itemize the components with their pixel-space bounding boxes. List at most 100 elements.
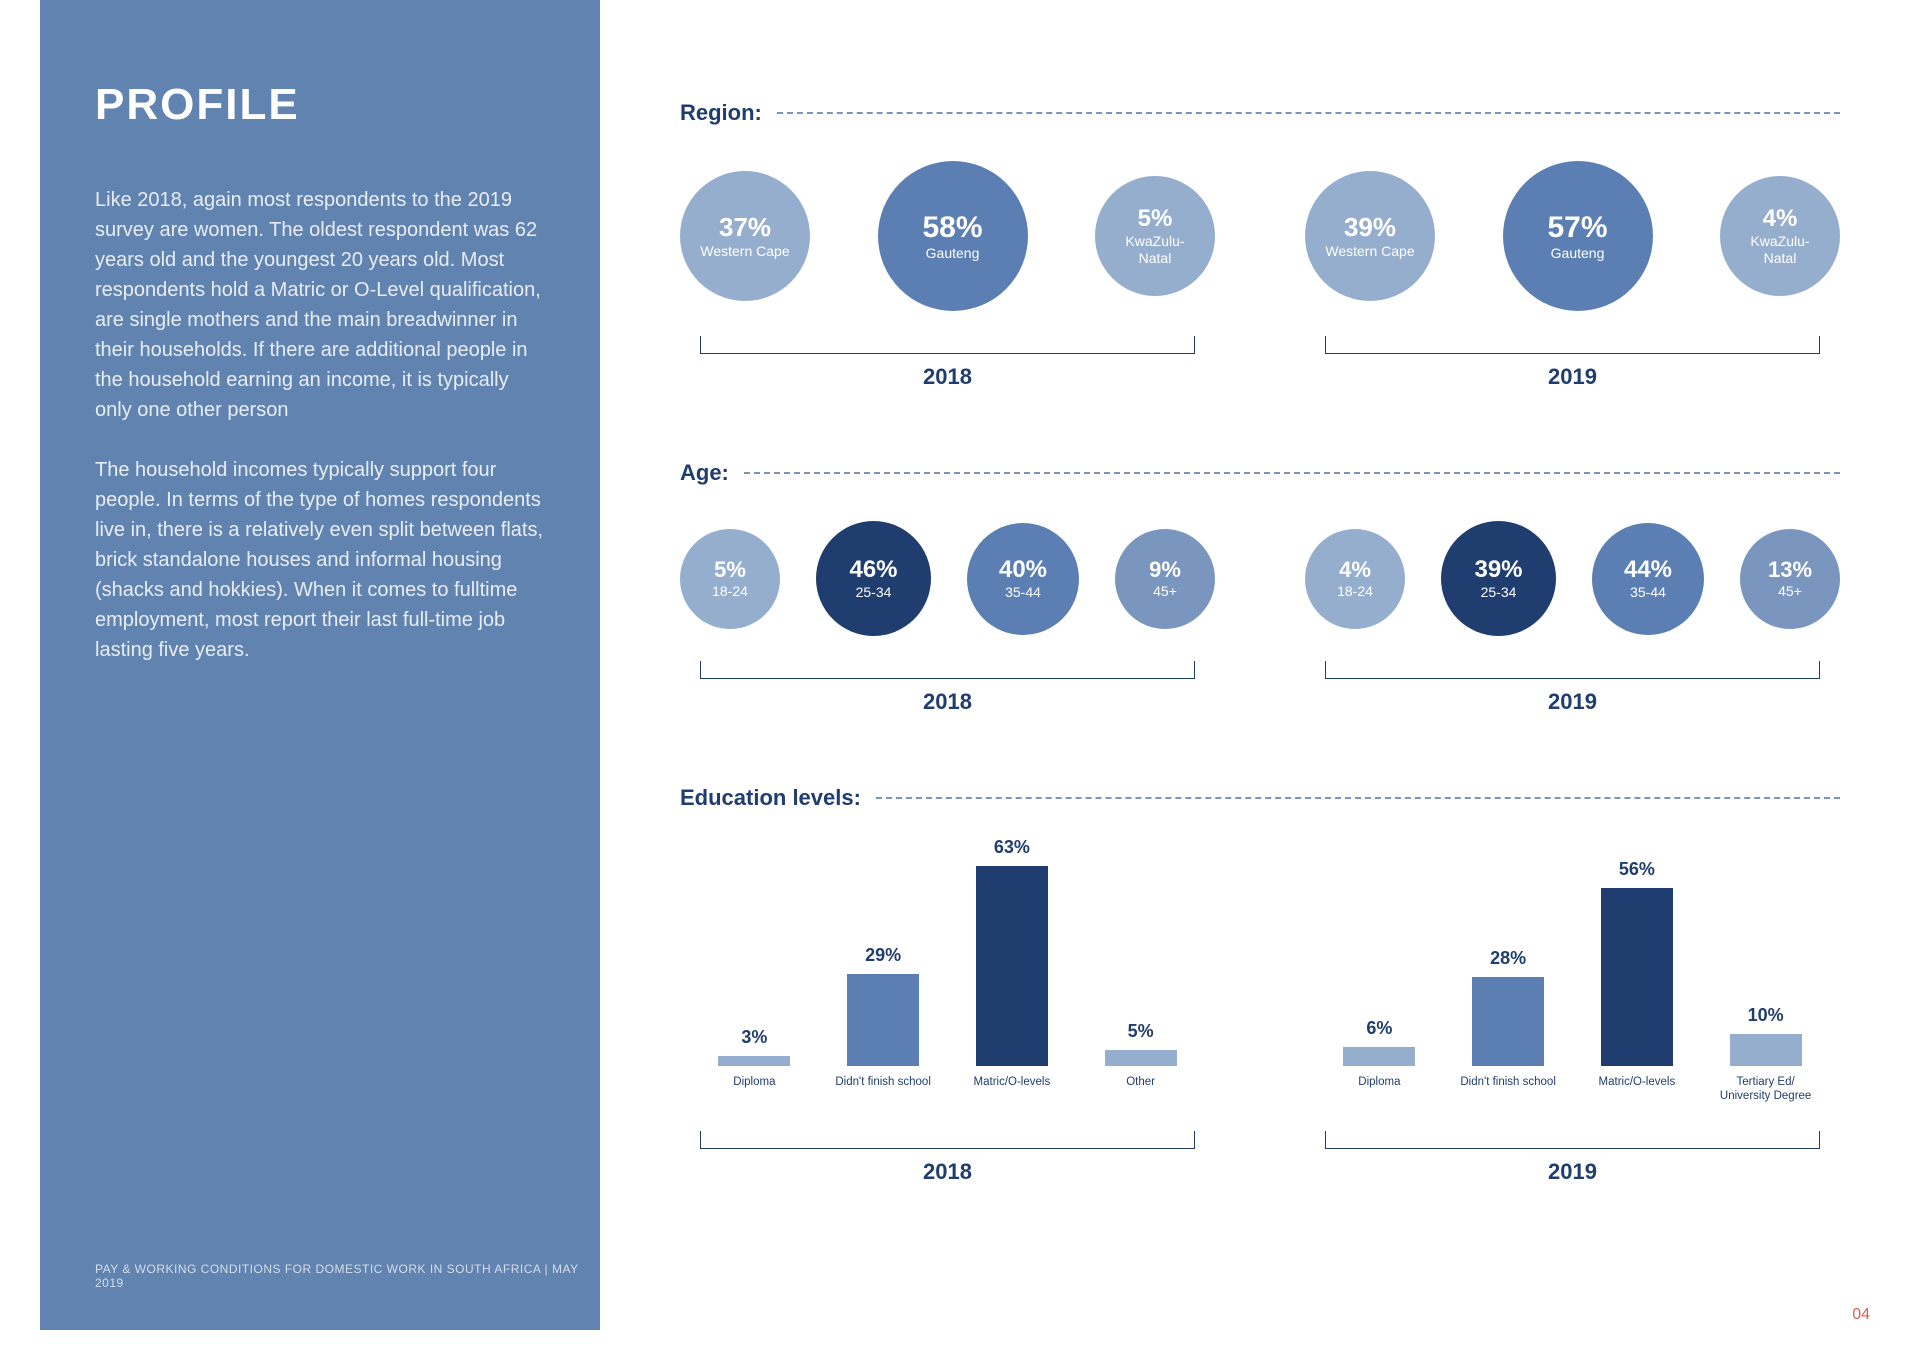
bar-label: Diploma (1358, 1076, 1400, 1106)
bar-item: 29% Didn't finish school (833, 945, 933, 1106)
circle-label: KwaZulu- Natal (1125, 233, 1184, 267)
page-title: PROFILE (95, 80, 545, 130)
circle-percent: 58% (922, 211, 982, 245)
bar-rect (1343, 1047, 1415, 1066)
circle-label: 45+ (1778, 583, 1802, 600)
bar-value: 29% (865, 945, 901, 966)
age-2019-group: 4%18-24 39%25-34 44%35-44 13%45+ 2019 (1305, 521, 1840, 715)
circle-label: Western Cape (1325, 243, 1414, 260)
bar-rect (1105, 1050, 1177, 1066)
footer-citation: PAY & WORKING CONDITIONS FOR DOMESTIC WO… (95, 1262, 600, 1290)
stat-circle: 39%25-34 (1441, 521, 1556, 636)
bar-rect (718, 1056, 790, 1066)
bar-rect (1601, 888, 1673, 1066)
stat-circle: 4%KwaZulu- Natal (1720, 176, 1840, 296)
circle-label: 18-24 (1337, 583, 1373, 600)
bar-value: 56% (1619, 859, 1655, 880)
region-section: Region: 37%Western Cape58%Gauteng5%KwaZu… (680, 100, 1840, 390)
bar-item: 28%Didn't finish school (1458, 948, 1558, 1106)
year-label: 2019 (1305, 689, 1840, 715)
content-area: Region: 37%Western Cape58%Gauteng5%KwaZu… (680, 100, 1840, 1255)
circle-percent: 57% (1547, 211, 1607, 245)
stat-circle: 58%Gauteng (878, 161, 1028, 311)
circle-percent: 39% (1474, 556, 1522, 584)
divider-dashed (777, 112, 1840, 114)
bracket (700, 336, 1195, 354)
bar-label: Matric/O-levels (974, 1076, 1051, 1106)
circle-label: 18-24 (712, 583, 748, 600)
age-section: Age: 5%18-2446%25-3440%35-449%45+ 2018 4… (680, 460, 1840, 715)
circle-percent: 46% (849, 556, 897, 584)
region-2019-group: 39%Western Cape 57%Gauteng 4%KwaZulu- Nata… (1305, 161, 1840, 390)
bracket (700, 1131, 1195, 1149)
stat-circle: 39%Western Cape (1305, 171, 1435, 301)
year-label: 2018 (680, 1159, 1215, 1185)
bar-label: Other (1126, 1076, 1155, 1106)
circle-percent: 37% (719, 212, 771, 243)
year-label: 2019 (1305, 1159, 1840, 1185)
circle-label: Gauteng (926, 245, 980, 262)
section-title: Age: (680, 460, 729, 486)
divider-dashed (744, 472, 1840, 474)
bar-value: 63% (994, 837, 1030, 858)
stat-circle: 46%25-34 (816, 521, 931, 636)
stat-circle: 44%35-44 (1592, 523, 1704, 635)
bar-value: 10% (1748, 1005, 1784, 1026)
circle-label: 25-34 (856, 584, 892, 601)
bracket (1325, 1131, 1820, 1149)
bar-item: 6% Diploma (1329, 1018, 1429, 1106)
bar-label: Didn't finish school (835, 1076, 931, 1106)
intro-paragraph-1: Like 2018, again most respondents to the… (95, 185, 545, 425)
region-2018-group: 37%Western Cape 58%Gauteng 5%KwaZulu- Nata… (680, 161, 1215, 390)
circle-percent: 13% (1768, 557, 1812, 583)
stat-circle: 5%KwaZulu- Natal (1095, 176, 1215, 296)
bar-item: 5% Other (1091, 1021, 1191, 1106)
year-label: 2018 (680, 689, 1215, 715)
bar-item: 10% Tertiary Ed/ University Degree (1716, 1005, 1816, 1106)
bars-row: 3%Diploma29%Didn't finish school63%Matri… (680, 846, 1215, 1106)
year-label: 2018 (680, 364, 1215, 390)
education-section: Education levels: 3%Diploma29%Didn't fin… (680, 785, 1840, 1185)
circles-row: 37%Western Cape 58%Gauteng 5%KwaZulu- Nata… (680, 161, 1215, 311)
education-2019-group: 6%Diploma28%Didn't finish school56%Matri… (1305, 846, 1840, 1185)
circle-label: 45+ (1153, 583, 1177, 600)
section-header: Education levels: (680, 785, 1840, 811)
circle-percent: 9% (1149, 557, 1181, 583)
sidebar-panel: PROFILE Like 2018, again most respondent… (40, 0, 600, 1330)
education-2018-group: 3%Diploma29%Didn't finish school63%Matri… (680, 846, 1215, 1185)
bar-rect (847, 974, 919, 1066)
bar-value: 28% (1490, 948, 1526, 969)
year-label: 2019 (1305, 364, 1840, 390)
bar-value: 6% (1366, 1018, 1392, 1039)
circle-label: 25-34 (1481, 584, 1517, 601)
bar-label: Tertiary Ed/ University Degree (1720, 1076, 1811, 1106)
bracket (1325, 661, 1820, 679)
section-header: Age: (680, 460, 1840, 486)
circle-percent: 4% (1763, 205, 1798, 233)
circle-percent: 5% (1138, 205, 1173, 233)
stat-circle: 40%35-44 (967, 523, 1079, 635)
circle-label: Western Cape (700, 243, 789, 260)
stat-circle: 37%Western Cape (680, 171, 810, 301)
bar-value: 5% (1128, 1021, 1154, 1042)
bar-rect (976, 866, 1048, 1066)
circle-label: 35-44 (1005, 584, 1041, 601)
circles-row: 5%18-24 46%25-34 40%35-44 9%45+ (680, 521, 1215, 636)
stat-circle: 4%18-24 (1305, 529, 1405, 629)
divider-dashed (876, 797, 1840, 799)
circle-percent: 44% (1624, 556, 1672, 584)
stat-circle: 57%Gauteng (1503, 161, 1653, 311)
bar-item: 63% Matric/O-levels (962, 837, 1062, 1106)
circle-percent: 40% (999, 556, 1047, 584)
circle-percent: 5% (714, 557, 746, 583)
stat-circle: 13%45+ (1740, 529, 1840, 629)
circle-percent: 39% (1344, 212, 1396, 243)
bars-row: 6%Diploma28%Didn't finish school56%Matri… (1305, 846, 1840, 1106)
bar-item: 3%Diploma (704, 1027, 804, 1106)
circle-label: 35-44 (1630, 584, 1666, 601)
circle-label: Gauteng (1551, 245, 1605, 262)
circle-percent: 4% (1339, 557, 1371, 583)
bracket (700, 661, 1195, 679)
circles-row: 39%Western Cape 57%Gauteng 4%KwaZulu- Nata… (1305, 161, 1840, 311)
bar-value: 3% (741, 1027, 767, 1048)
